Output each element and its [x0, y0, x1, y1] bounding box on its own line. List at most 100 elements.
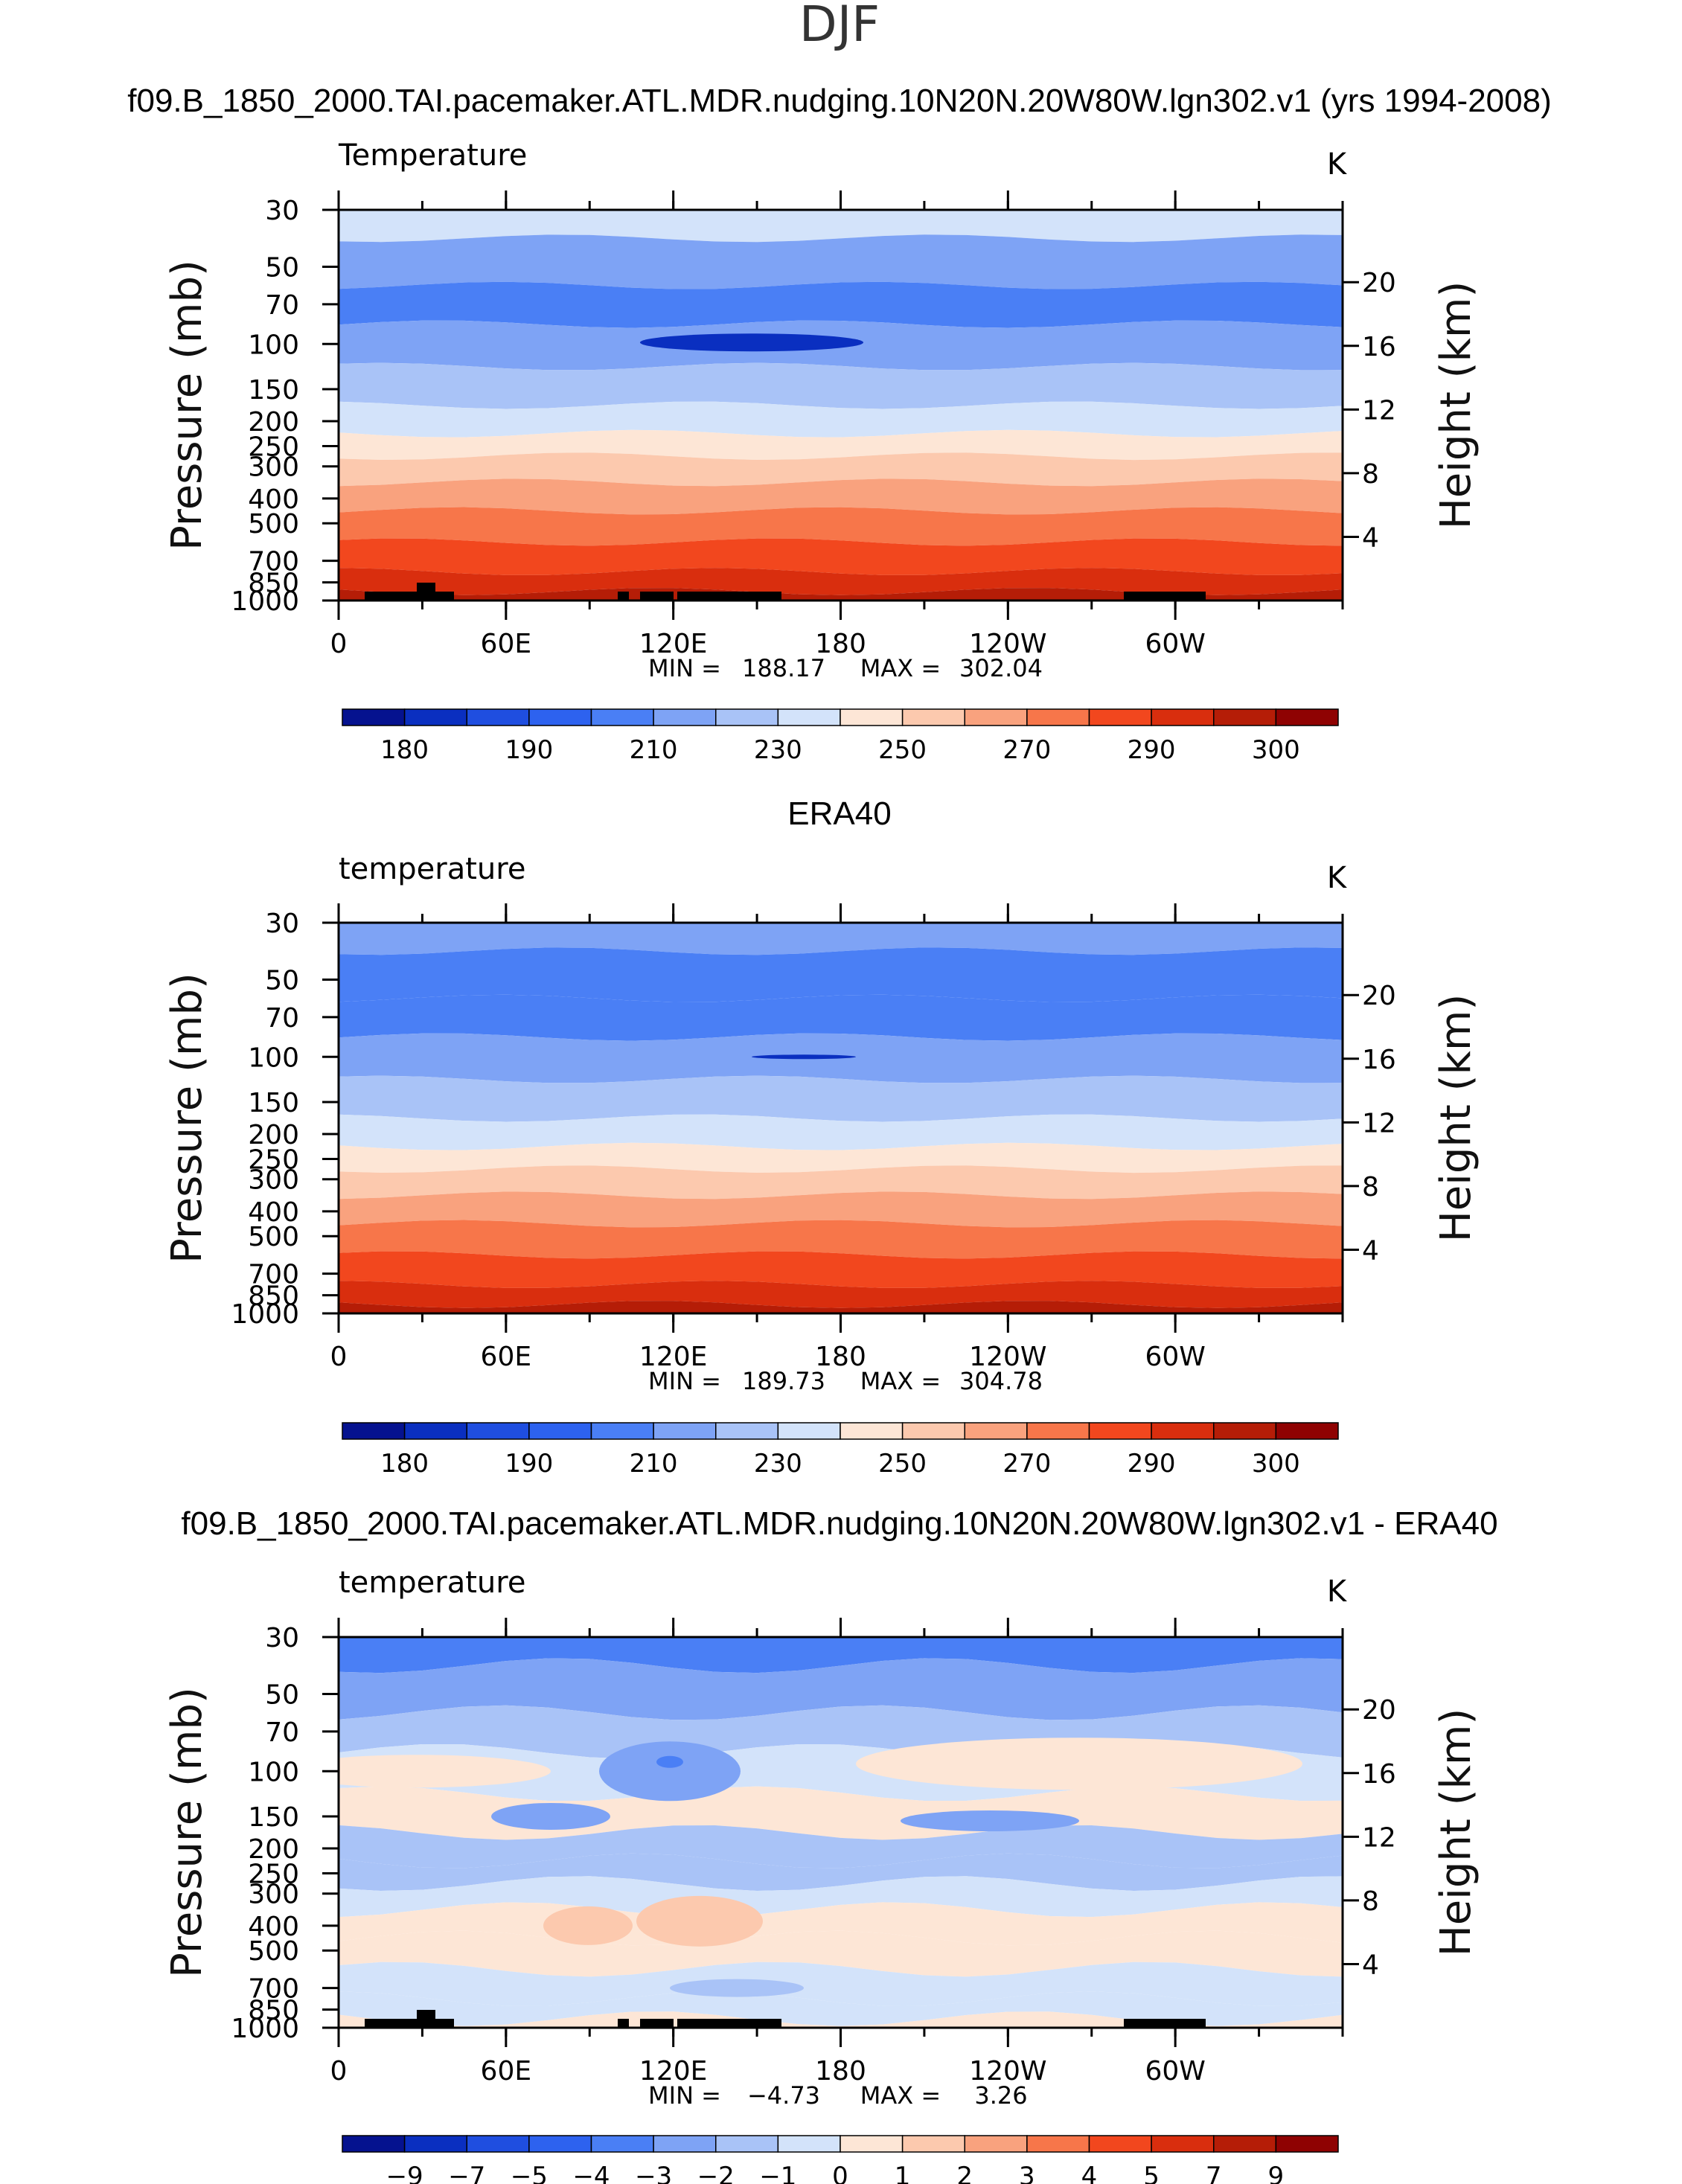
- colorbar-label: 0: [832, 2162, 848, 2184]
- height-tick-label: 4: [1362, 1950, 1379, 1980]
- pressure-tick-label: 1000: [231, 2014, 299, 2044]
- lon-tick-label: 0: [330, 1342, 348, 1372]
- colorbar-box: [403, 708, 467, 726]
- variable-label: temperature: [339, 852, 525, 886]
- height-tick-label: 20: [1362, 268, 1396, 298]
- colorbar-box: [901, 1422, 965, 1440]
- colorbar-box: [840, 1422, 904, 1440]
- pressure-tick-label: 400: [248, 484, 299, 515]
- y-axis-right-label: Height (km): [1432, 281, 1480, 530]
- chart-title: f09.B_1850_2000.TAI.pacemaker.ATL.MDR.nu…: [127, 83, 1551, 119]
- height-tick-label: 12: [1362, 1108, 1396, 1139]
- y-axis-right-label: Height (km): [1432, 994, 1480, 1243]
- colorbar-box: [1151, 2135, 1215, 2153]
- colorbar-box: [342, 1422, 406, 1440]
- max-label: MAX =: [860, 1367, 941, 1395]
- pressure-tick-label: 250: [248, 1859, 299, 1889]
- colorbar-box: [964, 2135, 1028, 2153]
- contour-band: [339, 210, 1343, 243]
- lon-tick-label: 120W: [969, 2056, 1046, 2087]
- colorbar-box: [1026, 708, 1090, 726]
- colorbar-box: [466, 2135, 530, 2153]
- lon-tick-label: 120W: [969, 629, 1046, 659]
- colorbar-label: 270: [1003, 735, 1051, 765]
- pressure-tick-label: 30: [265, 909, 299, 939]
- colorbar-label: 290: [1128, 735, 1176, 765]
- pressure-tick-label: 850: [248, 1281, 299, 1312]
- colorbar: 180 190 210 230 250 270 290 300: [342, 708, 1339, 765]
- contour-band: [339, 538, 1343, 575]
- pressure-tick-label: 30: [265, 196, 299, 226]
- min-value: 189.73: [742, 1367, 825, 1395]
- pressure-tick-label: 70: [265, 1003, 299, 1034]
- colorbar-label: 3: [1019, 2162, 1035, 2184]
- topography: [432, 2019, 454, 2028]
- cold-anomaly: [491, 1802, 610, 1830]
- topography: [618, 2019, 629, 2028]
- units-label: K: [1327, 1575, 1348, 1609]
- colorbar-box: [715, 2135, 779, 2153]
- height-tick-label: 16: [1362, 1759, 1396, 1790]
- pressure-tick-label: 50: [265, 252, 299, 283]
- colorbar-label: 300: [1252, 735, 1300, 765]
- colorbar-label: 180: [380, 1449, 429, 1479]
- topography: [1124, 2019, 1206, 2028]
- colorbar-label: −3: [635, 2162, 672, 2184]
- contour-band: [339, 1637, 1343, 1674]
- pressure-tick-label: 850: [248, 1996, 299, 2026]
- lon-tick-label: 60E: [481, 2056, 532, 2087]
- min-value: 188.17: [742, 654, 825, 682]
- topography: [365, 2019, 432, 2028]
- height-tick-label: 16: [1362, 332, 1396, 362]
- topography: [677, 2019, 781, 2028]
- contour-band: [339, 507, 1343, 546]
- topography: [640, 592, 674, 601]
- colorbar-label: −2: [697, 2162, 735, 2184]
- contour-band: [339, 1853, 1343, 1891]
- contour-band: [339, 281, 1343, 328]
- colorbar-box: [466, 708, 530, 726]
- contour-band: [339, 1142, 1343, 1173]
- colorbar-box: [1275, 708, 1339, 726]
- lon-tick-label: 60W: [1145, 1342, 1205, 1372]
- colorbar-label: −5: [511, 2162, 548, 2184]
- pressure-tick-label: 200: [248, 1120, 299, 1150]
- colorbar-box: [715, 1422, 779, 1440]
- contour-band: [339, 994, 1343, 1041]
- max-value: 302.04: [959, 654, 1043, 682]
- colorbar-box: [964, 1422, 1028, 1440]
- pressure-tick-label: 300: [248, 452, 299, 483]
- colorbar-box: [1213, 2135, 1277, 2153]
- colorbar-box: [1151, 708, 1215, 726]
- colorbar-label: 300: [1252, 1449, 1300, 1479]
- colorbar-box: [653, 708, 717, 726]
- cold-anomaly-core: [656, 1755, 683, 1768]
- colorbar-label: 180: [380, 735, 429, 765]
- pressure-tick-label: 250: [248, 432, 299, 462]
- y-axis-label: Pressure (mb): [163, 260, 211, 551]
- contour-fill: [339, 210, 1343, 601]
- pressure-tick-label: 100: [248, 1757, 299, 1787]
- cold-anomaly: [901, 1810, 1079, 1831]
- contour-band: [339, 1251, 1343, 1288]
- main-title: DJF: [799, 0, 880, 53]
- colorbar-box: [466, 1422, 530, 1440]
- height-tick-label: 16: [1362, 1045, 1396, 1075]
- colorbar-label: 250: [878, 735, 927, 765]
- topography: [618, 592, 629, 601]
- colorbar-label: 190: [505, 1449, 553, 1479]
- min-label: MIN =: [648, 2081, 721, 2110]
- height-tick-label: 8: [1362, 1172, 1379, 1203]
- min-label: MIN =: [648, 1367, 721, 1395]
- lon-tick-label: 120W: [969, 1342, 1046, 1372]
- contour-band: [339, 1165, 1343, 1200]
- pressure-tick-label: 700: [248, 1974, 299, 2005]
- colorbar-box: [1088, 2135, 1152, 2153]
- pressure-tick-label: 500: [248, 1222, 299, 1252]
- colorbar-box: [1026, 1422, 1090, 1440]
- colorbar-box: [1275, 2135, 1339, 2153]
- contour-band: [339, 1930, 1343, 1977]
- max-value: 3.26: [974, 2081, 1027, 2110]
